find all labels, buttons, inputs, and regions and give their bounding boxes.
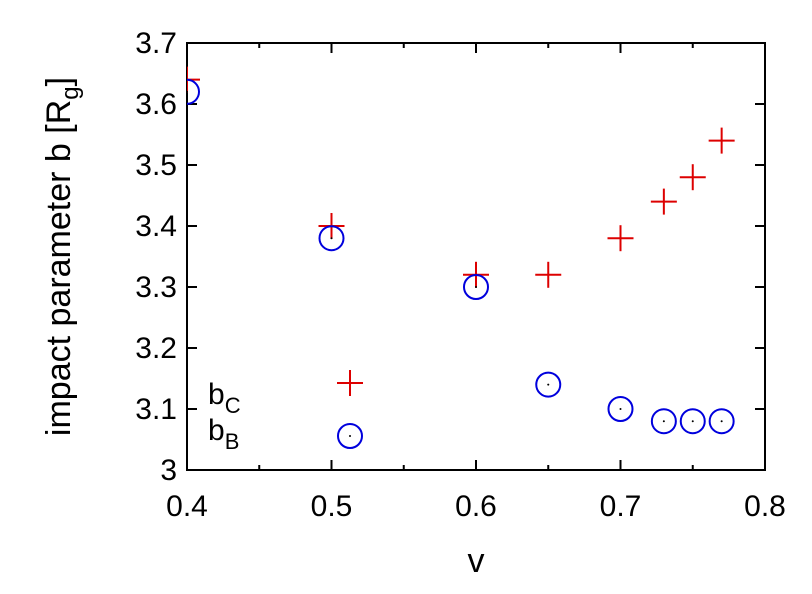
legend-sample-circle-icon <box>337 423 363 449</box>
y-tick-label: 3.7 <box>135 27 177 60</box>
data-point-b-c <box>708 127 735 154</box>
y-tick-label: 3.4 <box>135 210 177 243</box>
legend-label-bc-main: b <box>208 378 225 411</box>
x-axis-ticks: 0.4 0.5 0.6 0.7 0.8 <box>166 43 786 523</box>
data-point-b-b <box>708 408 735 435</box>
legend-sample-plus-icon <box>337 370 363 396</box>
data-point-b-c <box>535 261 562 288</box>
legend-label-bc-subscript: C <box>225 393 241 418</box>
y-axis-label-main: impact parameter b [R <box>40 100 78 436</box>
data-point-b-c <box>187 66 200 93</box>
legend-label-bc: bC <box>208 378 241 418</box>
y-tick-label: 3.2 <box>135 332 177 365</box>
y-tick-label: 3.1 <box>135 393 177 426</box>
legend: bC bB <box>208 370 363 454</box>
y-axis-label-close: ] <box>40 77 78 86</box>
legend-label-bb-subscript: B <box>225 429 240 454</box>
y-axis-label-subscript: g <box>57 86 84 99</box>
plot-frame <box>186 42 766 471</box>
data-point-b-c <box>679 164 706 191</box>
data-point-b-c <box>607 225 634 252</box>
data-point-b-b <box>607 396 634 422</box>
x-tick-label: 0.5 <box>311 490 353 523</box>
y-axis-ticks: 3 3.1 3.2 3.3 3.4 3.5 3.6 3.7 <box>135 27 765 487</box>
data-point-b-b <box>463 274 489 300</box>
data-point-b-b <box>650 408 677 435</box>
x-tick-label: 0.4 <box>166 490 208 523</box>
data-point-b-b <box>318 225 345 252</box>
legend-label-bb: bB <box>208 414 239 454</box>
y-tick-label: 3.3 <box>135 271 177 304</box>
y-tick-label: 3.5 <box>135 149 177 182</box>
x-tick-label: 0.8 <box>744 490 786 523</box>
data-point-b-b <box>679 408 706 435</box>
data-point-b-b <box>187 78 200 105</box>
y-axis-label: impact parameter b [Rg] <box>40 77 84 436</box>
series-layer <box>187 66 735 435</box>
data-points <box>187 66 735 435</box>
legend-marker-b-b <box>337 423 363 449</box>
y-tick-label: 3.6 <box>135 88 177 121</box>
y-tick-label: 3 <box>160 454 177 487</box>
data-point-b-b <box>535 371 562 398</box>
x-axis-label: v <box>468 542 485 580</box>
legend-marker-b-c <box>337 370 363 396</box>
x-tick-label: 0.7 <box>600 490 642 523</box>
legend-label-bb-main: b <box>208 414 225 447</box>
x-tick-label: 0.6 <box>455 490 497 523</box>
data-point-b-c <box>650 188 677 215</box>
